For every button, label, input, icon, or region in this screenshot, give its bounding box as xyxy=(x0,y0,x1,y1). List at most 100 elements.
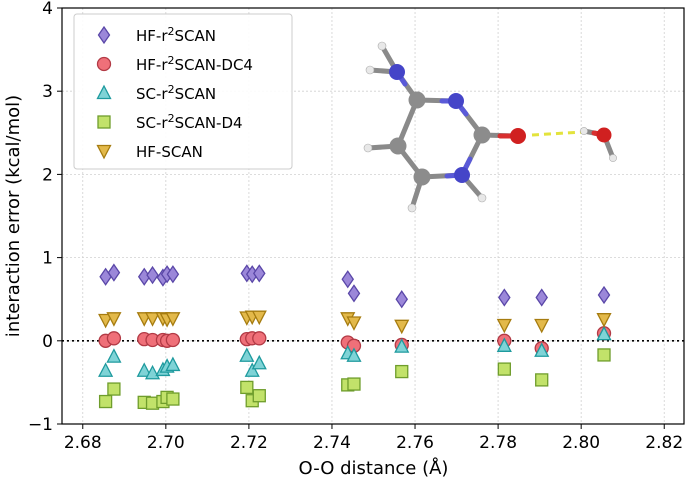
legend-item: SC-r2SCAN-D4 xyxy=(97,112,243,132)
data-point xyxy=(244,362,260,377)
legend-marker xyxy=(97,115,111,129)
legend-marker xyxy=(97,25,111,45)
data-point xyxy=(596,325,612,341)
data-point xyxy=(395,364,409,379)
data-point xyxy=(106,331,122,346)
data-point xyxy=(394,319,410,335)
legend-label-base: SC-r xyxy=(136,85,168,103)
legend-label-rest: SCAN-D4 xyxy=(175,114,243,132)
y-tick-label: 4 xyxy=(42,0,53,19)
data-point xyxy=(252,331,267,346)
legend-marker xyxy=(96,84,112,100)
data-point xyxy=(98,313,114,329)
legend-label-sup: 2 xyxy=(168,54,175,67)
series-4 xyxy=(98,310,612,335)
data-point xyxy=(496,337,512,352)
legend-label-base: HF-SCAN xyxy=(136,143,203,161)
legend-label-sup: 2 xyxy=(168,112,175,125)
y-tick-label: 2 xyxy=(42,165,53,185)
legend-label: HF-r2SCAN xyxy=(136,25,216,45)
data-point xyxy=(251,310,267,326)
data-point xyxy=(98,394,113,409)
data-point xyxy=(146,265,159,285)
data-point xyxy=(496,318,512,334)
legend-label-base: SC-r xyxy=(136,114,168,132)
data-point xyxy=(136,362,152,377)
data-point xyxy=(341,270,355,289)
molecule-inset xyxy=(363,41,617,213)
data-point xyxy=(252,389,266,403)
data-point xyxy=(165,312,181,327)
data-point xyxy=(240,380,254,395)
y-tick-label: 3 xyxy=(42,82,53,102)
legend-label-sup: 2 xyxy=(168,83,175,96)
legend-label: SC-r2SCAN-D4 xyxy=(136,112,243,132)
data-point xyxy=(395,290,409,309)
axis-ticks: 2.68 2.70 2.72 2.74 2.76 2.78 2.80 2.82 −1 0 1 2 3 4 xyxy=(28,0,683,453)
series-2 xyxy=(98,325,612,380)
data-point xyxy=(98,362,114,377)
data-point xyxy=(107,382,121,396)
legend-label-base: HF-r xyxy=(136,27,168,45)
data-point xyxy=(597,285,611,305)
legend-label-base: HF-r xyxy=(136,56,168,74)
data-point xyxy=(165,356,181,372)
data-point xyxy=(144,312,161,327)
data-point xyxy=(535,373,549,387)
data-point xyxy=(346,316,362,331)
data-point xyxy=(346,347,362,362)
data-point xyxy=(166,265,180,284)
series-3 xyxy=(98,348,611,410)
legend-marker xyxy=(96,56,112,72)
data-point xyxy=(347,377,361,391)
legend-label-sup: 2 xyxy=(168,25,175,38)
legend-label-rest: SCAN xyxy=(175,27,216,45)
data-point xyxy=(347,284,361,303)
data-point xyxy=(165,332,181,348)
legend: HF-r2SCANHF-r2SCAN-DC4SC-r2SCANSC-r2SCAN… xyxy=(73,13,293,170)
legend-box xyxy=(73,13,293,170)
y-tick-label: 1 xyxy=(42,249,53,269)
data-point xyxy=(535,288,548,307)
data-points xyxy=(98,263,612,410)
data-point xyxy=(106,312,122,327)
y-axis-label: interaction error (kcal/mol) xyxy=(3,95,24,337)
x-tick-label: 2.74 xyxy=(313,433,351,453)
legend-label: SC-r2SCAN xyxy=(136,83,216,103)
series-0 xyxy=(99,263,611,309)
data-point xyxy=(597,348,611,362)
x-tick-label: 2.76 xyxy=(396,433,434,453)
x-tick-label: 2.80 xyxy=(562,433,600,453)
data-point xyxy=(106,348,122,363)
y-tick-label: −1 xyxy=(28,415,53,435)
legend-item: HF-r2SCAN xyxy=(97,25,216,45)
legend-label-rest: SCAN-DC4 xyxy=(175,56,253,74)
data-point xyxy=(252,264,266,283)
data-point xyxy=(107,263,121,282)
legend-label-rest: SCAN xyxy=(175,85,216,103)
legend-label: HF-SCAN xyxy=(136,143,203,161)
y-tick-label: 0 xyxy=(42,332,53,352)
legend-label: HF-r2SCAN-DC4 xyxy=(136,54,253,74)
data-point xyxy=(394,338,410,353)
x-tick-label: 2.70 xyxy=(147,433,185,453)
legend-marker xyxy=(96,144,112,160)
legend-item: HF-SCAN xyxy=(96,143,203,161)
x-axis-label: O-O distance (Å) xyxy=(299,457,449,479)
data-point xyxy=(497,362,511,376)
data-point xyxy=(498,288,511,307)
data-point xyxy=(239,347,255,362)
x-tick-label: 2.82 xyxy=(645,433,683,453)
data-point xyxy=(251,354,267,370)
data-point xyxy=(166,392,180,406)
data-point xyxy=(534,342,550,357)
x-tick-label: 2.72 xyxy=(230,433,268,453)
data-point xyxy=(596,313,612,328)
x-tick-label: 2.68 xyxy=(64,433,102,453)
data-point xyxy=(534,318,550,334)
x-tick-label: 2.78 xyxy=(479,433,517,453)
legend-item: HF-r2SCAN-DC4 xyxy=(96,54,253,74)
legend-item: SC-r2SCAN xyxy=(96,83,216,103)
plot-frame xyxy=(61,7,685,425)
